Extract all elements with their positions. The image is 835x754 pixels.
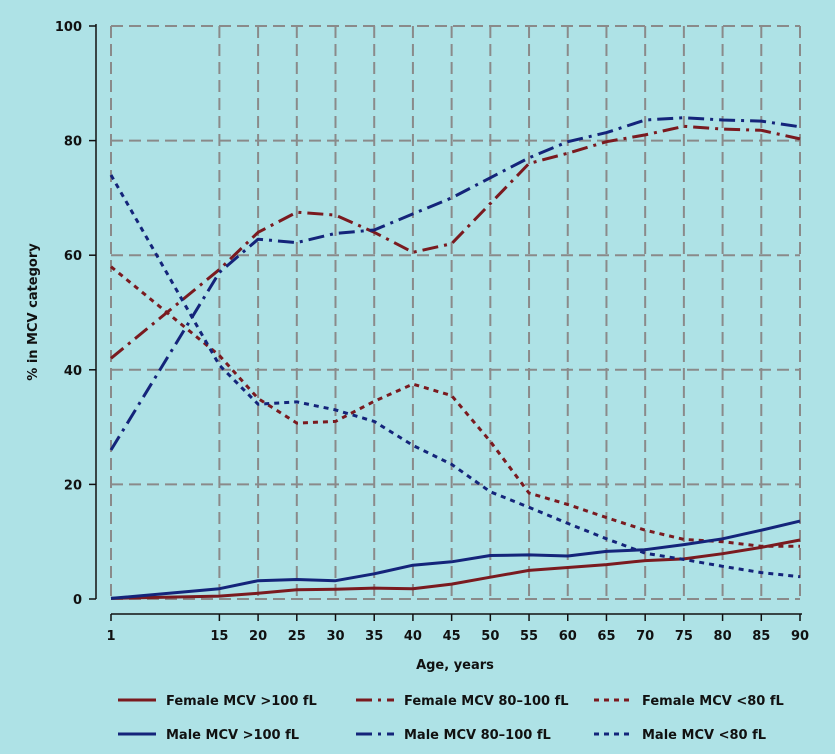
axes [95,24,802,615]
x-tick-label: 25 [288,629,306,644]
x-tick-label: 85 [752,629,770,644]
y-tick-label: 40 [64,364,82,379]
series-line-1 [110,124,801,360]
x-tick-label: 40 [404,629,422,644]
legend: Female MCV >100 fL Female MCV 80–100 fL Fe… [118,694,784,743]
x-tick-label: 50 [481,629,499,644]
x-tick-label: 75 [675,629,693,644]
x-tick-label: 80 [714,629,732,644]
x-tick-label: 35 [365,629,383,644]
x-tick-label: 55 [520,629,538,644]
x-tick-label: 15 [210,629,228,644]
x-axis-title: Age, years [416,658,494,673]
gridlines [110,25,801,600]
x-tick-label: 30 [326,629,344,644]
series-line-4 [109,116,801,451]
y-tick-label: 60 [64,249,82,264]
y-tick-label: 100 [55,20,82,35]
legend-label-4: Male MCV 80–100 fL [404,728,551,743]
x-tick-label: 90 [791,629,809,644]
legend-label-2: Female MCV <80 fL [642,694,784,709]
x-tick-label: 65 [597,629,615,644]
y-tick-label: 20 [64,478,82,493]
legend-label-5: Male MCV <80 fL [642,728,766,743]
y-tick-label: 0 [73,593,82,608]
legend-label-0: Female MCV >100 fL [166,694,317,709]
legend-label-3: Male MCV >100 fL [166,728,299,743]
x-tick-label: 20 [249,629,267,644]
x-tick-label: 60 [559,629,577,644]
series-line-5 [109,174,801,579]
series-lines [109,116,801,600]
series-line-0 [110,538,801,600]
tick-labels: 0 20 40 60 80 100 1 15 20 25 30 35 40 45 50 55 60 65 70 75 8… [55,20,809,644]
x-tick-label: 45 [443,629,461,644]
x-tick-label: 1 [106,629,115,644]
y-axis-title: % in MCV category [26,243,41,381]
y-tick-label: 80 [64,135,82,150]
legend-label-1: Female MCV 80–100 fL [404,694,569,709]
series-line-2 [110,265,800,548]
x-tick-label: 70 [636,629,654,644]
series-line-3 [110,519,801,600]
